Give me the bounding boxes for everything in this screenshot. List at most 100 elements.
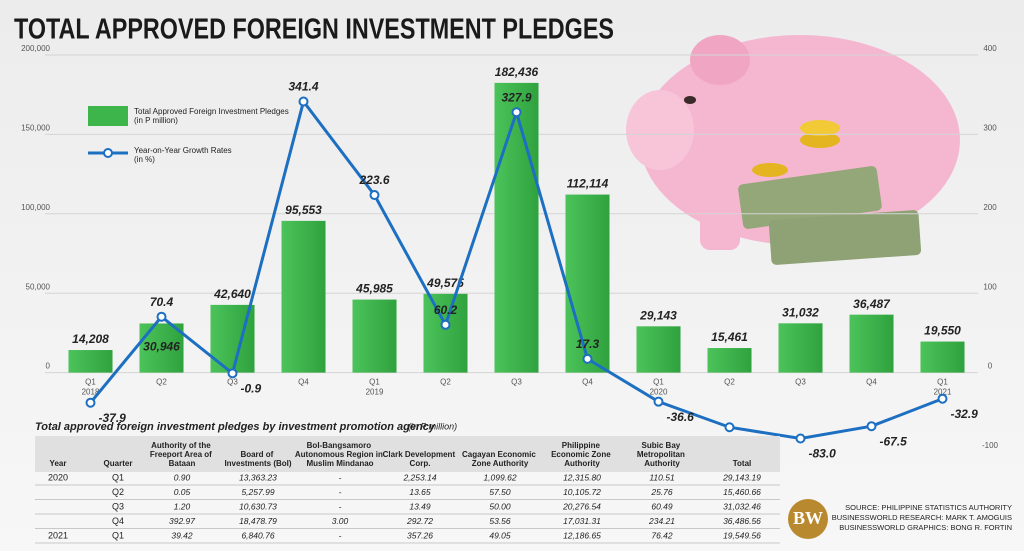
piggy-bank-illustration bbox=[626, 35, 960, 265]
table-cell: 110.51 bbox=[649, 472, 675, 482]
y2-tick-label: -100 bbox=[982, 441, 999, 450]
table-title: Total approved foreign investment pledge… bbox=[35, 421, 436, 433]
credit-line: BUSINESSWORLD RESEARCH: MARK T. AMOGUIS bbox=[832, 513, 1012, 522]
table-cell: 39.42 bbox=[171, 530, 193, 540]
growth-value-label: -83.0 bbox=[809, 447, 837, 461]
growth-point bbox=[227, 368, 238, 379]
table-cell: 36,486.56 bbox=[723, 516, 761, 526]
logo: BW bbox=[793, 508, 823, 528]
growth-point bbox=[369, 190, 380, 201]
table-cell: Q1 bbox=[112, 472, 124, 482]
table-cell: 2,253.14 bbox=[402, 472, 436, 482]
table-cell: 12,186.65 bbox=[563, 530, 601, 540]
y2-tick-label: 0 bbox=[988, 362, 993, 371]
table-header-cell: Board of Investments (BoI) bbox=[224, 450, 291, 468]
table-cell: 3.00 bbox=[332, 516, 349, 526]
bar-value-label: 19,550 bbox=[924, 324, 961, 338]
table-cell: - bbox=[339, 487, 342, 497]
table-header-band bbox=[35, 436, 780, 472]
table-cell: - bbox=[339, 501, 342, 511]
bar-value-label: 36,487 bbox=[853, 297, 891, 311]
table-cell: 15,460.66 bbox=[723, 487, 761, 497]
x-tick-label: Q1 bbox=[653, 378, 664, 387]
x-tick-year: 2019 bbox=[366, 388, 384, 397]
growth-point bbox=[85, 397, 96, 408]
table-cell: 2021 bbox=[48, 530, 68, 540]
table-cell: - bbox=[339, 472, 342, 482]
table-cell: 60.49 bbox=[651, 501, 673, 511]
growth-point bbox=[795, 433, 806, 444]
table-cell: 25.76 bbox=[650, 487, 673, 497]
growth-value-label: 223.6 bbox=[358, 173, 389, 187]
growth-point bbox=[511, 107, 522, 118]
table-cell: 1.20 bbox=[174, 501, 191, 511]
bar bbox=[636, 326, 681, 373]
table-header-cell: Year bbox=[50, 459, 67, 468]
table-cell: 31,032.46 bbox=[723, 501, 761, 511]
bar bbox=[849, 314, 894, 373]
table-header-cell: Clark Development Corp. bbox=[383, 450, 458, 468]
growth-point bbox=[937, 393, 948, 404]
bar-value-label: 29,143 bbox=[639, 308, 677, 322]
growth-point bbox=[440, 319, 451, 330]
table-cell: 357.26 bbox=[407, 530, 433, 540]
growth-point bbox=[653, 396, 664, 407]
legend-unit: (in P million) bbox=[134, 116, 178, 125]
x-tick-label: Q3 bbox=[795, 378, 806, 387]
bar bbox=[281, 220, 326, 373]
bar-value-label: 45,985 bbox=[355, 282, 393, 296]
growth-point bbox=[582, 353, 593, 364]
growth-value-label: 327.9 bbox=[501, 90, 531, 104]
table-header-cell: Total bbox=[733, 459, 752, 468]
x-tick-label: Q2 bbox=[440, 378, 451, 387]
growth-value-label: 60.2 bbox=[434, 303, 458, 317]
x-tick-year: 2020 bbox=[650, 388, 668, 397]
table-cell: 5,257.99 bbox=[241, 487, 274, 497]
x-tick-label: Q4 bbox=[298, 378, 309, 387]
growth-point bbox=[298, 96, 309, 107]
table-cell: 53.56 bbox=[489, 516, 511, 526]
table-cell: 0.05 bbox=[174, 487, 191, 497]
x-tick-year: 2018 bbox=[82, 388, 100, 397]
bar-value-label: 30,946 bbox=[143, 340, 180, 354]
y2-tick-label: 300 bbox=[983, 124, 997, 133]
table-cell: 6,840.76 bbox=[241, 530, 274, 540]
bar-value-label: 182,436 bbox=[495, 65, 539, 79]
table-cell: 76.42 bbox=[651, 530, 673, 540]
table-cell: Q2 bbox=[112, 487, 124, 497]
growth-value-label: 70.4 bbox=[150, 295, 174, 309]
legend-unit: (in %) bbox=[134, 155, 155, 164]
growth-value-label: 17.3 bbox=[576, 337, 600, 351]
x-tick-label: Q1 bbox=[85, 378, 96, 387]
x-tick-label: Q1 bbox=[937, 378, 948, 387]
table-cell: 20,276.54 bbox=[562, 501, 601, 511]
bar-value-label: 14,208 bbox=[72, 332, 109, 346]
bar-value-label: 95,553 bbox=[285, 203, 322, 217]
table-header-cell: Quarter bbox=[104, 459, 133, 468]
bar bbox=[707, 348, 752, 373]
credit-line: SOURCE: PHILIPPINE STATISTICS AUTHORITY bbox=[845, 503, 1012, 512]
table-header-cell: Philippine Economic Zone Authority bbox=[551, 441, 613, 468]
bar-value-label: 49,575 bbox=[426, 276, 464, 290]
x-tick-label: Q2 bbox=[156, 378, 167, 387]
growth-value-label: -32.9 bbox=[951, 407, 979, 421]
legend-marker bbox=[103, 148, 113, 158]
table-cell: 0.90 bbox=[174, 472, 191, 482]
x-tick-label: Q3 bbox=[227, 378, 238, 387]
logo-badge bbox=[788, 499, 828, 539]
y-tick-label: 200,000 bbox=[21, 44, 50, 53]
y2-tick-label: 400 bbox=[983, 44, 997, 53]
y-tick-label: 50,000 bbox=[26, 282, 51, 291]
x-tick-label: Q1 bbox=[369, 378, 380, 387]
y2-tick-label: 100 bbox=[983, 282, 997, 291]
table-cell: - bbox=[339, 530, 342, 540]
bar bbox=[139, 323, 184, 373]
bar-value-label: 112,114 bbox=[567, 177, 609, 191]
table-header-cell: Cagayan Economic Zone Authority bbox=[462, 450, 538, 468]
table-cell: 1,099.62 bbox=[483, 472, 516, 482]
growth-value-label: -37.9 bbox=[99, 411, 127, 425]
bar bbox=[778, 323, 823, 373]
table-cell: Q3 bbox=[112, 501, 124, 511]
table-cell: 19,549.56 bbox=[723, 530, 761, 540]
